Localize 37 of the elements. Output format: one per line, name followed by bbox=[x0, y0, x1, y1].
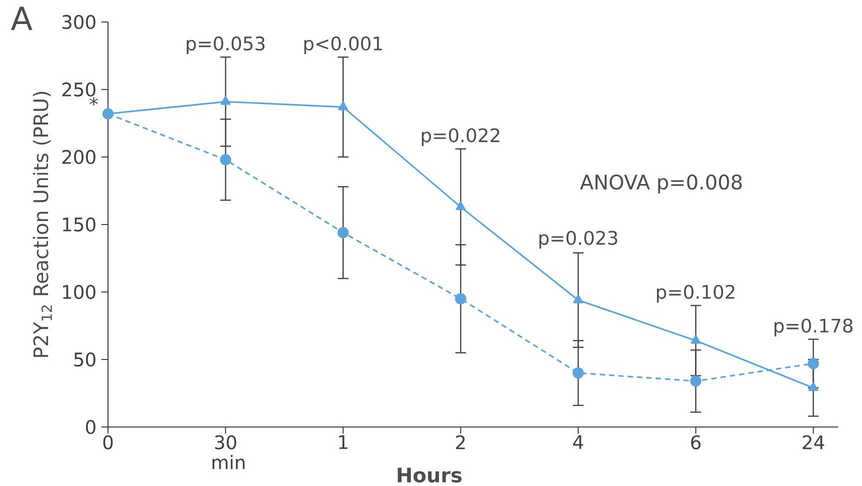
point bbox=[573, 294, 584, 304]
point bbox=[455, 293, 466, 304]
point bbox=[808, 382, 818, 392]
annotation: * bbox=[90, 97, 98, 106]
annotation: p<0.001 bbox=[304, 36, 382, 54]
x-tick-label: 0 bbox=[103, 435, 113, 450]
x-tick-label: 30 min bbox=[212, 435, 245, 470]
point bbox=[572, 367, 584, 379]
x-tick-label: 1 bbox=[339, 435, 348, 449]
annotation: p=0.023 bbox=[539, 230, 618, 249]
y-axis-title: P2Y$_{12}$ Reaction Units (PRU) bbox=[32, 92, 52, 357]
y-tick-label: 300 bbox=[62, 14, 96, 30]
chart-title: A bbox=[10, 6, 32, 30]
point bbox=[220, 96, 231, 105]
y-tick-label: 0 bbox=[86, 420, 96, 434]
point bbox=[456, 201, 466, 210]
annotation: ANOVA p=0.008 bbox=[580, 174, 742, 194]
point bbox=[338, 101, 348, 110]
annotation: p=0.102 bbox=[656, 284, 734, 303]
y-tick-label: 150 bbox=[63, 217, 96, 232]
point bbox=[808, 358, 819, 370]
x-tick-label: 2 bbox=[456, 435, 465, 450]
annotation: p=0.053 bbox=[186, 36, 265, 54]
y-tick-label: 200 bbox=[62, 150, 96, 164]
point bbox=[690, 335, 701, 344]
point bbox=[220, 154, 232, 166]
point bbox=[690, 376, 702, 387]
y-tick-label: 250 bbox=[62, 82, 96, 97]
x-tick-label: 24 bbox=[802, 435, 824, 450]
annotation: p=0.178 bbox=[774, 318, 853, 336]
y-tick-label: 100 bbox=[63, 284, 96, 300]
x-axis-title: Hours bbox=[398, 468, 462, 483]
x-tick-label: 4 bbox=[573, 435, 584, 449]
y-tick-label: 50 bbox=[74, 352, 96, 367]
annotation: p=0.022 bbox=[422, 128, 500, 146]
point bbox=[338, 227, 349, 238]
x-tick-label: 6 bbox=[691, 435, 701, 450]
